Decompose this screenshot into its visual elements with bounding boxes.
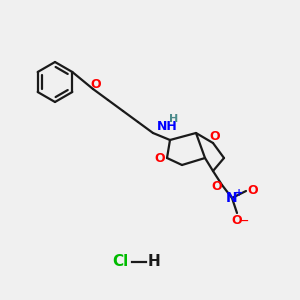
Text: H: H [148,254,160,269]
Text: N: N [226,191,238,205]
Text: Cl: Cl [112,254,128,269]
Text: O: O [91,79,101,92]
Text: O: O [248,184,258,197]
Text: O: O [155,152,165,164]
Text: H: H [169,114,178,124]
Text: O: O [210,130,220,142]
Text: −: − [240,216,250,226]
Text: O: O [212,181,222,194]
Text: +: + [235,188,243,198]
Text: O: O [232,214,242,226]
Text: NH: NH [157,119,178,133]
